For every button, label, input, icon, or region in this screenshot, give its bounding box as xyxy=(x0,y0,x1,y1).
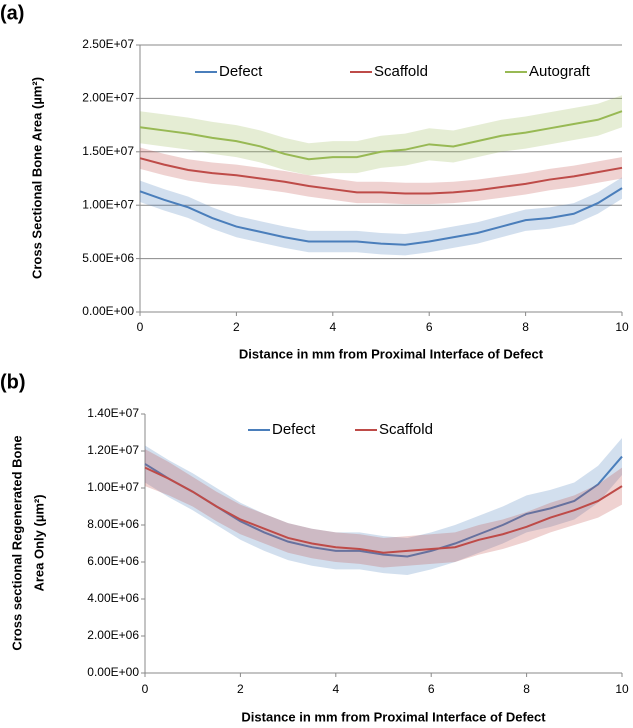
y-tick-label: 1.40E+07 xyxy=(87,406,139,420)
x-tick-label: 10 xyxy=(615,682,629,696)
error-band xyxy=(140,95,622,176)
y-tick-label: 2.50E+07 xyxy=(82,37,134,51)
series-line xyxy=(139,110,623,161)
x-tick-label: 4 xyxy=(329,320,336,334)
y-tick-label: 1.00E+07 xyxy=(82,197,134,211)
series-line xyxy=(139,157,623,195)
x-tick-label: 6 xyxy=(426,320,433,334)
series-line xyxy=(139,187,623,246)
x-tick-label: 10 xyxy=(615,320,629,334)
y-tick-label: 5.00E+06 xyxy=(82,251,134,265)
error-band xyxy=(145,449,622,568)
y-tick-label: 8.00E+06 xyxy=(87,517,139,531)
y-tick-label: 2.00E+06 xyxy=(87,628,139,642)
y-tick-label: 1.00E+07 xyxy=(87,480,139,494)
legend-label: Defect xyxy=(219,63,263,80)
x-tick-label: 0 xyxy=(142,682,149,696)
x-axis-title: Distance in mm from Proximal Interface o… xyxy=(239,346,544,361)
x-tick-label: 4 xyxy=(332,682,339,696)
legend-label: Scaffold xyxy=(374,63,428,80)
x-tick-label: 2 xyxy=(237,682,244,696)
y-tick-label: 6.00E+06 xyxy=(87,554,139,568)
x-tick-label: 6 xyxy=(428,682,435,696)
y-tick-label: 1.50E+07 xyxy=(82,144,134,158)
x-axis-title: Distance in mm from Proximal Interface o… xyxy=(241,709,546,724)
y-tick-label: 2.00E+07 xyxy=(82,91,134,105)
y-axis-title: Area Only (µm²) xyxy=(31,494,46,591)
series-line xyxy=(144,466,623,554)
x-tick-label: 2 xyxy=(233,320,240,334)
x-tick-label: 8 xyxy=(523,682,530,696)
y-tick-label: 0.00E+00 xyxy=(82,304,134,318)
x-tick-label: 8 xyxy=(522,320,529,334)
y-tick-label: 4.00E+06 xyxy=(87,591,139,605)
legend-label: Defect xyxy=(272,421,316,438)
y-axis-title: Cross sectional Regenerated Bone xyxy=(9,435,24,650)
error-band xyxy=(140,177,622,256)
y-tick-label: 0.00E+00 xyxy=(87,665,139,679)
x-tick-label: 0 xyxy=(137,320,144,334)
panel-label: (a) xyxy=(0,2,24,24)
y-tick-label: 1.20E+07 xyxy=(87,443,139,457)
y-axis-title: Cross Sectional Bone Area (µm²) xyxy=(29,77,44,279)
error-band xyxy=(140,147,622,205)
legend-label: Autograft xyxy=(529,63,591,80)
panel-label: (b) xyxy=(0,371,26,393)
error-band xyxy=(145,438,622,575)
legend-label: Scaffold xyxy=(379,421,433,438)
